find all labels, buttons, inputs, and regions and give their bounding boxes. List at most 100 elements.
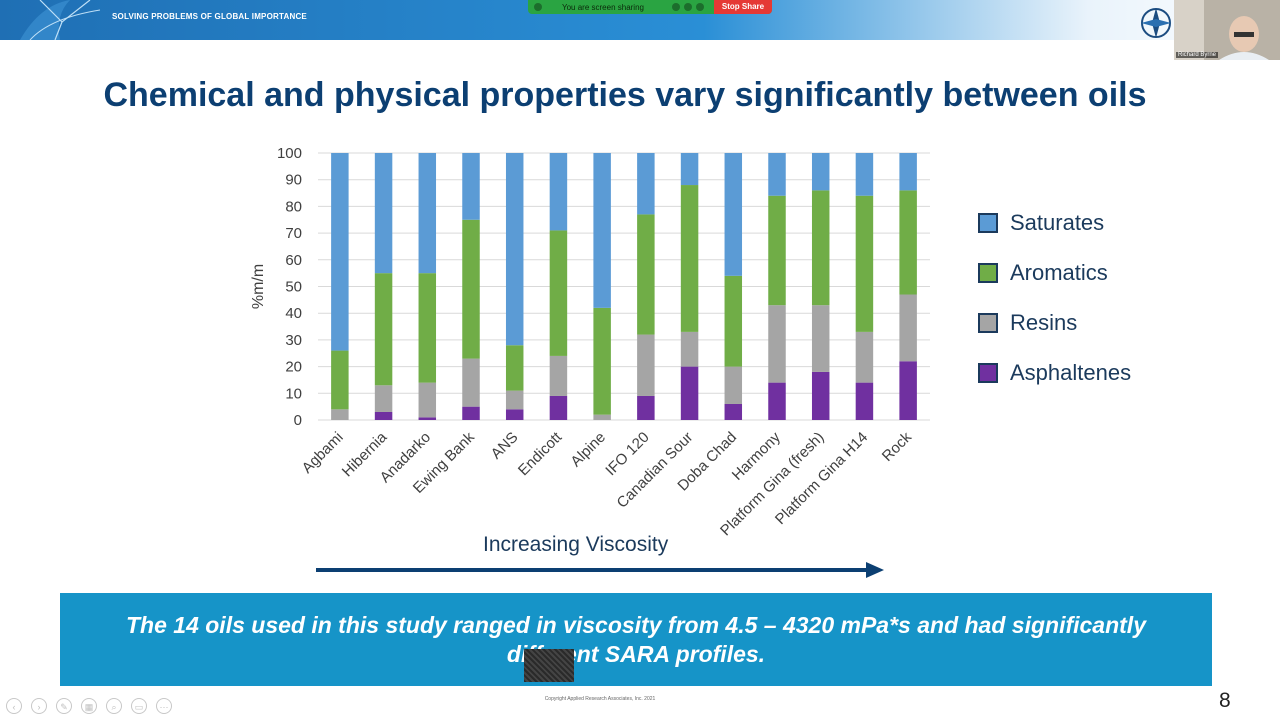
legend-item-resins: Resins: [978, 298, 1131, 348]
y-tick-label: 0: [294, 412, 302, 429]
legend-swatch-saturates: [978, 213, 998, 233]
legend-swatch-asphaltenes: [978, 363, 998, 383]
participant-avatar-icon: [1174, 0, 1280, 60]
more-icon[interactable]: ⋯: [156, 698, 172, 714]
y-tick-label: 80: [285, 198, 302, 215]
bar-aromatics-doba-chad: [724, 275, 743, 367]
legend-swatch-resins: [978, 313, 998, 333]
bar-resins-ifo-120: [637, 334, 655, 396]
bar-saturates-platform-gina-h14: [855, 153, 874, 196]
bar-resins-endicott: [549, 355, 568, 396]
bar-saturates-harmony: [768, 153, 786, 196]
x-tick-label: Alpine: [567, 429, 609, 471]
redaction-overlay: [524, 649, 574, 682]
pen-icon[interactable]: ✎: [56, 698, 72, 714]
y-tick-label: 60: [285, 252, 302, 269]
shield-icon[interactable]: [696, 3, 704, 11]
bar-asphaltenes-hibernia: [374, 411, 393, 420]
bar-resins-platform-gina-h14: [855, 331, 874, 383]
bar-resins-platform-gina-fresh-: [811, 305, 830, 372]
bar-asphaltenes-ifo-120: [637, 395, 655, 420]
y-tick-label: 10: [285, 385, 302, 402]
bar-aromatics-hibernia: [374, 273, 393, 386]
bar-resins-doba-chad: [724, 366, 743, 404]
bar-saturates-platform-gina-fresh-: [811, 153, 830, 191]
bar-saturates-agbami: [331, 153, 349, 351]
bar-aromatics-ewing-bank: [462, 219, 480, 359]
cloud-icon[interactable]: [684, 3, 692, 11]
slides-icon[interactable]: ▦: [81, 698, 97, 714]
x-tick-label: Canadian Sour: [614, 429, 697, 512]
bar-asphaltenes-canadian-sour: [680, 366, 699, 420]
legend-swatch-aromatics: [978, 263, 998, 283]
sara-stacked-bar-chart: 0102030405060708090100%m/mAgbamiHibernia…: [250, 145, 930, 539]
bar-asphaltenes-ans: [505, 409, 524, 420]
copyright-text: Copyright Applied Research Associates, I…: [544, 696, 656, 702]
next-icon[interactable]: ›: [31, 698, 47, 714]
y-tick-label: 100: [277, 145, 302, 162]
bar-asphaltenes-doba-chad: [724, 403, 743, 420]
tagline: SOLVING PROBLEMS OF GLOBAL IMPORTANCE: [112, 12, 307, 21]
zoom-icon[interactable]: ⌕: [106, 698, 122, 714]
sharing-text: You are screen sharing: [562, 2, 644, 12]
bar-asphaltenes-platform-gina-fresh-: [811, 371, 830, 420]
bar-aromatics-alpine: [593, 307, 611, 415]
mute-icon[interactable]: [672, 3, 680, 11]
bar-resins-alpine: [593, 414, 611, 420]
study-note-text: The 14 oils used in this study ranged in…: [126, 612, 1146, 667]
logo-icon: [20, 0, 101, 40]
bar-aromatics-agbami: [331, 350, 349, 410]
prev-icon[interactable]: ‹: [6, 698, 22, 714]
compass-logo-icon: [1141, 8, 1171, 38]
bar-asphaltenes-rock: [899, 361, 917, 420]
bar-resins-ewing-bank: [462, 358, 480, 407]
bar-resins-anadarko: [418, 382, 437, 418]
bar-aromatics-canadian-sour: [680, 185, 699, 332]
participant-name: Richard Byrne: [1176, 52, 1219, 58]
stop-share-button[interactable]: Stop Share: [714, 0, 772, 14]
bar-saturates-ewing-bank: [462, 153, 480, 220]
bar-resins-agbami: [331, 409, 349, 420]
bar-resins-harmony: [768, 305, 786, 383]
bar-saturates-anadarko: [418, 153, 437, 274]
bar-asphaltenes-endicott: [549, 395, 568, 420]
bar-saturates-alpine: [593, 153, 611, 308]
legend-label-aromatics: Aromatics: [1010, 260, 1108, 285]
y-axis-label: %m/m: [250, 264, 267, 309]
bar-aromatics-harmony: [768, 195, 786, 306]
viscosity-arrow-icon: [316, 562, 884, 578]
y-tick-label: 90: [285, 172, 302, 189]
y-tick-label: 30: [285, 332, 302, 349]
bar-aromatics-endicott: [549, 230, 568, 356]
viscosity-label: Increasing Viscosity: [483, 533, 669, 556]
bar-saturates-hibernia: [374, 153, 393, 274]
legend-item-aromatics: Aromatics: [978, 248, 1131, 298]
slide-title: Chemical and physical properties vary si…: [103, 76, 1147, 114]
bar-aromatics-rock: [899, 190, 917, 295]
bar-saturates-ans: [505, 153, 524, 346]
bar-saturates-doba-chad: [724, 153, 743, 276]
legend-label-saturates: Saturates: [1010, 210, 1105, 235]
study-note-box: The 14 oils used in this study ranged in…: [60, 593, 1212, 686]
bar-aromatics-platform-gina-fresh-: [811, 190, 830, 306]
bar-aromatics-platform-gina-h14: [855, 195, 874, 332]
subtitles-icon[interactable]: ▭: [131, 698, 147, 714]
page-number: 8: [1219, 689, 1231, 712]
bar-resins-ans: [505, 390, 524, 410]
y-tick-label: 40: [285, 305, 302, 322]
bar-saturates-rock: [899, 153, 917, 191]
bar-saturates-endicott: [549, 153, 568, 231]
bar-aromatics-ifo-120: [637, 214, 655, 335]
y-tick-label: 20: [285, 359, 302, 376]
legend-item-asphaltenes: Asphaltenes: [978, 348, 1131, 398]
screen-share-bar: You are screen sharing Stop Share: [528, 0, 772, 14]
x-tick-label: Rock: [879, 428, 916, 465]
x-tick-label: Endicott: [515, 428, 566, 479]
bar-asphaltenes-anadarko: [418, 417, 437, 420]
legend-label-resins: Resins: [1010, 310, 1078, 335]
share-status-icon: [534, 3, 542, 11]
y-tick-label: 70: [285, 225, 302, 242]
slideshow-toolbar: ‹ › ✎ ▦ ⌕ ▭ ⋯: [6, 698, 181, 714]
bar-asphaltenes-harmony: [768, 382, 786, 420]
participant-video[interactable]: Richard Byrne: [1174, 0, 1280, 60]
